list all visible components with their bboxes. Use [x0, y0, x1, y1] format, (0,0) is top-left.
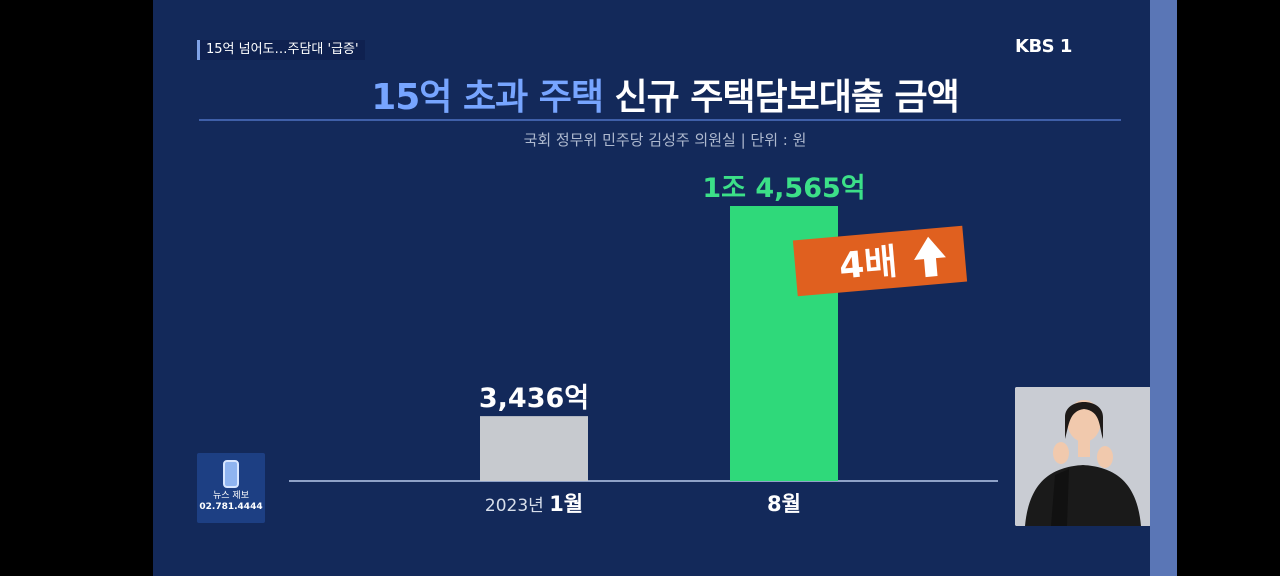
title-divider: [199, 119, 1121, 121]
annotation-background: [792, 225, 968, 297]
frame-side-bar: [1150, 0, 1177, 576]
annotation-text: 4배: [838, 242, 900, 288]
news-caption: 15억 넘어도…주담대 '급증': [197, 40, 365, 60]
category-name-2: 8월: [767, 492, 801, 516]
category-name-1: 1월: [549, 492, 583, 516]
broadcast-frame: 15억 넘어도…주담대 '급증' KBS 1 15억 초과 주택 신규 주택담보…: [153, 0, 1177, 576]
up-arrow-icon: [914, 236, 946, 278]
bar-chart: 3,436억 2023년 1월 1조 4,565억 8월 4배: [289, 173, 998, 516]
chart-title-rest: 신규 주택담보대출 금액: [614, 77, 960, 118]
news-tip-label: 뉴스 제보: [213, 491, 249, 501]
interpreter-icon: [1015, 387, 1151, 526]
bar-1: [480, 416, 588, 481]
chart-title-highlight: 15억 초과 주택: [371, 77, 604, 118]
value-label-1: 3,436억: [479, 383, 589, 414]
news-tip-phone: 02.781.4444: [199, 502, 263, 512]
category-label-2: 8월: [767, 492, 801, 516]
category-prefix-1: 2023년: [485, 496, 549, 516]
category-label-1: 2023년 1월: [485, 492, 583, 516]
value-label-2: 1조 4,565억: [702, 173, 865, 204]
annotation-badge: 4배: [792, 225, 968, 297]
sign-language-interpreter: [1015, 387, 1151, 526]
chart-title: 15억 초과 주택 신규 주택담보대출 금액: [153, 68, 1177, 120]
chart-source: 국회 정무위 민주당 김성주 의원실 | 단위 : 원: [523, 131, 807, 149]
phone-icon: [223, 460, 239, 488]
kbs-logo: KBS 1: [1015, 36, 1072, 57]
news-tip-box: 뉴스 제보 02.781.4444: [197, 453, 265, 523]
